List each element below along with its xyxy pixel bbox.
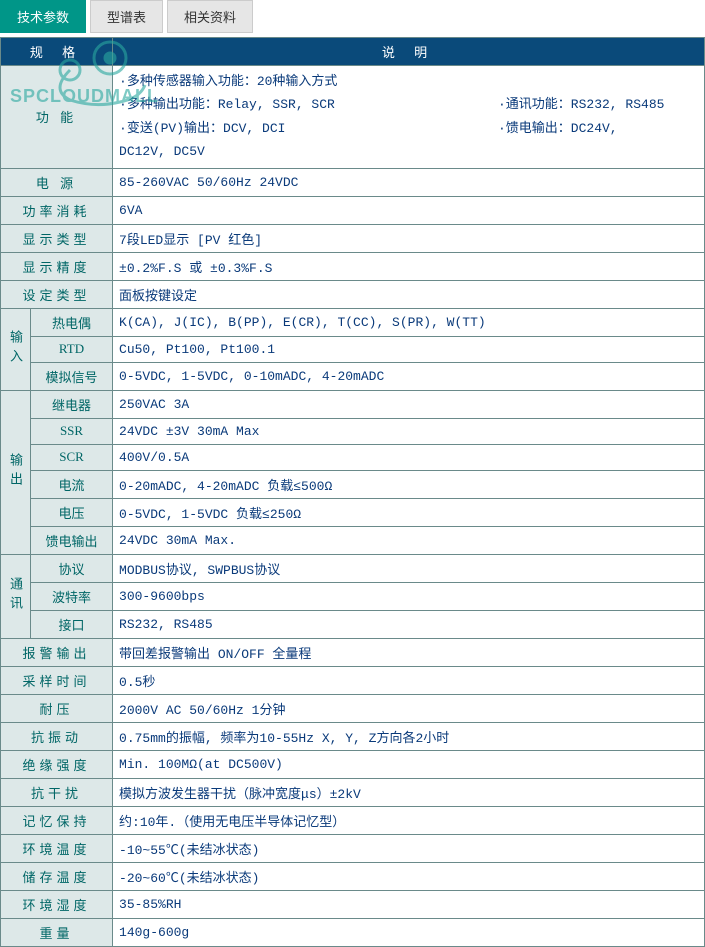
header-desc: 说 明 xyxy=(113,38,705,66)
label-baud: 波特率 xyxy=(31,582,113,610)
tab-tech-params[interactable]: 技术参数 xyxy=(0,0,86,33)
label-alarm: 报警输出 xyxy=(1,638,113,666)
func-line3: ·变送(PV)输出：DCV, DCI xyxy=(119,117,498,140)
value-noise: 模拟方波发生器干扰（脉冲宽度μs）±2kV xyxy=(113,778,705,806)
value-settype: 面板按键设定 xyxy=(113,280,705,308)
label-consume: 功率消耗 xyxy=(1,196,113,224)
label-envtemp: 环境温度 xyxy=(1,834,113,862)
value-consume: 6VA xyxy=(113,196,705,224)
label-withstand: 耐压 xyxy=(1,694,113,722)
tab-model-table[interactable]: 型谱表 xyxy=(90,0,163,33)
value-vibration: 0.75mm的振幅, 频率为10-55Hz X, Y, Z方向各2小时 xyxy=(113,722,705,750)
tab-related-docs[interactable]: 相关资料 xyxy=(167,0,253,33)
func-line4: DC12V, DC5V xyxy=(119,140,698,163)
group-input: 输入 xyxy=(1,308,31,390)
value-withstand: 2000V AC 50/60Hz 1分钟 xyxy=(113,694,705,722)
value-function: ·多种传感器输入功能：20种输入方式 ·多种输出功能：Relay, SSR, S… xyxy=(113,66,705,169)
func-line2: ·多种输出功能：Relay, SSR, SCR xyxy=(119,93,498,116)
label-memory: 记忆保持 xyxy=(1,806,113,834)
group-comm: 通讯 xyxy=(1,554,31,638)
label-function: 功 能 xyxy=(1,66,113,169)
value-disptype: 7段LED显示 [PV 红色] xyxy=(113,224,705,252)
value-protocol: MODBUS协议, SWPBUS协议 xyxy=(113,554,705,582)
value-interface: RS232, RS485 xyxy=(113,610,705,638)
value-storetemp: -20~60℃(未结冰状态) xyxy=(113,862,705,890)
value-feedout: 24VDC 30mA Max. xyxy=(113,526,705,554)
value-current: 0-20mADC, 4-20mADC 负载≤500Ω xyxy=(113,470,705,498)
label-insulation: 绝缘强度 xyxy=(1,750,113,778)
func-line1: ·多种传感器输入功能：20种输入方式 xyxy=(119,70,698,93)
value-analog: 0-5VDC, 1-5VDC, 0-10mADC, 4-20mADC xyxy=(113,362,705,390)
label-settype: 设定类型 xyxy=(1,280,113,308)
value-power: 85-260VAC 50/60Hz 24VDC xyxy=(113,168,705,196)
spec-table: 规 格 说 明 功 能 ·多种传感器输入功能：20种输入方式 ·多种输出功能：R… xyxy=(0,37,705,947)
label-interface: 接口 xyxy=(31,610,113,638)
label-ssr: SSR xyxy=(31,418,113,444)
label-humidity: 环境湿度 xyxy=(1,890,113,918)
value-rtd: Cu50, Pt100, Pt100.1 xyxy=(113,336,705,362)
value-sample: 0.5秒 xyxy=(113,666,705,694)
label-thermocouple: 热电偶 xyxy=(31,308,113,336)
value-ssr: 24VDC ±3V 30mA Max xyxy=(113,418,705,444)
value-baud: 300-9600bps xyxy=(113,582,705,610)
label-dispacc: 显示精度 xyxy=(1,252,113,280)
label-voltage: 电压 xyxy=(31,498,113,526)
group-output: 输出 xyxy=(1,390,31,554)
value-memory: 约:10年.（使用无电压半导体记忆型） xyxy=(113,806,705,834)
tab-bar: 技术参数 型谱表 相关资料 xyxy=(0,0,705,33)
value-envtemp: -10~55℃(未结冰状态) xyxy=(113,834,705,862)
header-spec: 规 格 xyxy=(1,38,113,66)
label-scr: SCR xyxy=(31,444,113,470)
label-analog: 模拟信号 xyxy=(31,362,113,390)
label-current: 电流 xyxy=(31,470,113,498)
label-feedout: 馈电输出 xyxy=(31,526,113,554)
func-line2r: ·通讯功能：RS232, RS485 xyxy=(498,93,698,116)
label-weight: 重量 xyxy=(1,918,113,946)
label-protocol: 协议 xyxy=(31,554,113,582)
label-rtd: RTD xyxy=(31,336,113,362)
label-disptype: 显示类型 xyxy=(1,224,113,252)
value-dispacc: ±0.2%F.S 或 ±0.3%F.S xyxy=(113,252,705,280)
value-voltage: 0-5VDC, 1-5VDC 负载≤250Ω xyxy=(113,498,705,526)
func-line3r: ·馈电输出：DC24V, xyxy=(498,117,698,140)
label-sample: 采样时间 xyxy=(1,666,113,694)
value-relay: 250VAC 3A xyxy=(113,390,705,418)
label-storetemp: 储存温度 xyxy=(1,862,113,890)
label-relay: 继电器 xyxy=(31,390,113,418)
value-alarm: 带回差报警输出 ON/OFF 全量程 xyxy=(113,638,705,666)
label-vibration: 抗振动 xyxy=(1,722,113,750)
value-humidity: 35-85%RH xyxy=(113,890,705,918)
value-weight: 140g-600g xyxy=(113,918,705,946)
value-scr: 400V/0.5A xyxy=(113,444,705,470)
label-noise: 抗干扰 xyxy=(1,778,113,806)
value-thermocouple: K(CA), J(IC), B(PP), E(CR), T(CC), S(PR)… xyxy=(113,308,705,336)
value-insulation: Min. 100MΩ(at DC500V) xyxy=(113,750,705,778)
label-power: 电 源 xyxy=(1,168,113,196)
